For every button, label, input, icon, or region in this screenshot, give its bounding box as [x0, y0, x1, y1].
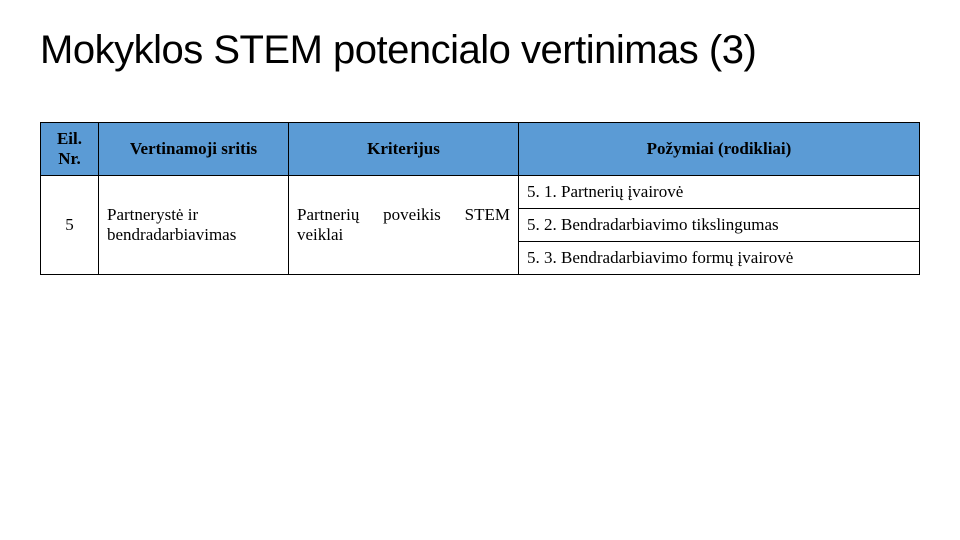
table-header: Eil. Nr. Vertinamoji sritis Kriterijus P…: [41, 123, 920, 176]
slide-title: Mokyklos STEM potencialo vertinimas (3): [40, 28, 920, 72]
table-row: 5 Partnerystė ir bendradarbiavimas Partn…: [41, 176, 920, 209]
table-body: 5 Partnerystė ir bendradarbiavimas Partn…: [41, 176, 920, 275]
slide: Mokyklos STEM potencialo vertinimas (3) …: [0, 0, 960, 540]
table-header-row: Eil. Nr. Vertinamoji sritis Kriterijus P…: [41, 123, 920, 176]
cell-indicator-2: 5. 2. Bendradarbiavimo tikslingumas: [519, 209, 920, 242]
assessment-table: Eil. Nr. Vertinamoji sritis Kriterijus P…: [40, 122, 920, 275]
header-area: Vertinamoji sritis: [99, 123, 289, 176]
cell-criterion: Partnerių poveikis STEM veiklai: [289, 176, 519, 275]
cell-nr: 5: [41, 176, 99, 275]
header-indicator: Požymiai (rodikliai): [519, 123, 920, 176]
cell-indicator-1: 5. 1. Partnerių įvairovė: [519, 176, 920, 209]
header-nr: Eil. Nr.: [41, 123, 99, 176]
header-criterion: Kriterijus: [289, 123, 519, 176]
cell-indicator-3: 5. 3. Bendradarbiavimo formų įvairovė: [519, 242, 920, 275]
cell-area: Partnerystė ir bendradarbiavimas: [99, 176, 289, 275]
